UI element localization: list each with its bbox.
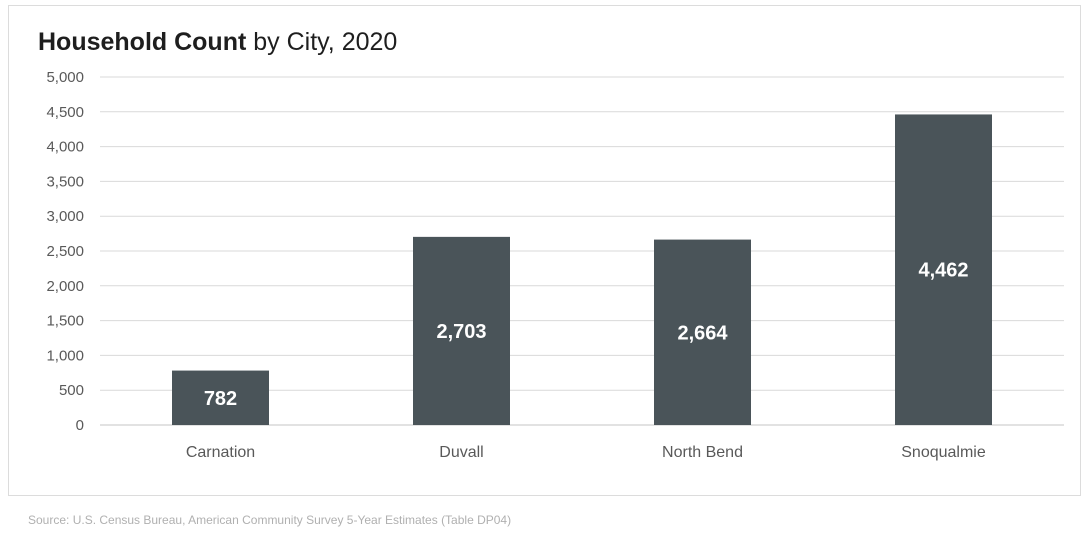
- bar-value-label: 4,462: [918, 260, 968, 282]
- x-axis-ticks: Carnation Duvall North Bend Snoqualmie: [186, 444, 986, 461]
- bar-value-labels: 782 2,703 2,664 4,462: [204, 260, 969, 410]
- x-tick-label: Duvall: [439, 444, 483, 461]
- bar-value-label: 2,703: [436, 321, 486, 343]
- y-tick-label: 4,500: [46, 104, 84, 121]
- x-tick-label: North Bend: [662, 444, 743, 461]
- chart-title: Household Count by City, 2020: [38, 28, 397, 57]
- y-tick-label: 500: [59, 382, 84, 399]
- y-tick-label: 5,000: [46, 69, 84, 86]
- y-axis-ticks: 0 500 1,000 1,500 2,000 2,500 3,000 3,500 4,000 4…: [46, 69, 84, 434]
- source-note: Source: U.S. Census Bureau, American Com…: [28, 513, 512, 527]
- y-tick-label: 3,000: [46, 208, 84, 225]
- y-tick-label: 0: [76, 417, 84, 434]
- bar: [654, 239, 751, 425]
- bar: [172, 370, 269, 425]
- y-tick-label: 4,000: [46, 139, 84, 156]
- y-tick-label: 1,500: [46, 313, 84, 330]
- bar: [895, 114, 992, 426]
- bar-value-label: 782: [204, 388, 237, 410]
- bar: [413, 236, 510, 425]
- chart-title-bold: Household Count: [38, 28, 247, 56]
- y-tick-label: 2,500: [46, 243, 84, 260]
- bar-value-label: 2,664: [677, 322, 728, 344]
- chart-title-rest: by City, 2020: [246, 28, 398, 56]
- x-tick-label: Carnation: [186, 444, 255, 461]
- y-tick-label: 2,000: [46, 278, 84, 295]
- y-tick-label: 3,500: [46, 173, 84, 190]
- x-tick-label: Snoqualmie: [901, 444, 986, 461]
- bars: [172, 114, 992, 426]
- y-tick-label: 1,000: [46, 347, 84, 364]
